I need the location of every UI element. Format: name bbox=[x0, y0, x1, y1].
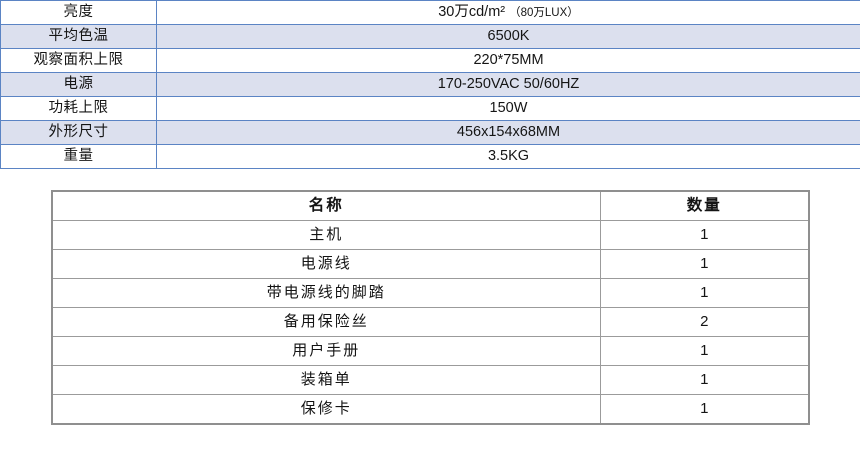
table-row: 保修卡 1 bbox=[51, 394, 810, 425]
packing-item-qty-packing-list: 1 bbox=[599, 365, 810, 395]
spec-value-brightness: 30万cd/m² （80万LUX） bbox=[156, 0, 860, 25]
table-row: 电源 170-250VAC 50/60HZ bbox=[0, 72, 860, 97]
spec-value-dimensions: 456x154x68MM bbox=[156, 120, 860, 145]
spec-value-color-temperature: 6500K bbox=[156, 24, 860, 49]
spec-label-power-consumption: 功耗上限 bbox=[0, 96, 157, 121]
spec-label-color-temperature: 平均色温 bbox=[0, 24, 157, 49]
packing-item-name-power-cord: 电源线 bbox=[51, 249, 601, 279]
spec-value-main: 30万cd/m² bbox=[438, 3, 506, 20]
specification-table-container: 亮度 30万cd/m² （80万LUX） 平均色温 6500K 观察面积上限 22… bbox=[0, 0, 860, 169]
specification-table: 亮度 30万cd/m² （80万LUX） 平均色温 6500K 观察面积上限 22… bbox=[0, 0, 860, 169]
packing-item-name-warranty-card: 保修卡 bbox=[51, 394, 601, 425]
packing-list-body: 主机 1 电源线 1 带电源线的脚踏 1 备用保险丝 2 用户手册 bbox=[51, 220, 810, 425]
table-row: 重量 3.5KG bbox=[0, 144, 860, 169]
packing-header-name: 名称 bbox=[51, 190, 601, 221]
table-row: 带电源线的脚踏 1 bbox=[51, 278, 810, 308]
packing-list-container: 名称 数量 主机 1 电源线 1 带电源线的脚踏 1 备用保 bbox=[51, 190, 810, 425]
table-header-row: 名称 数量 bbox=[51, 190, 810, 221]
spec-label-brightness: 亮度 bbox=[0, 0, 157, 25]
spec-label-dimensions: 外形尺寸 bbox=[0, 120, 157, 145]
table-row: 功耗上限 150W bbox=[0, 96, 860, 121]
table-row: 用户手册 1 bbox=[51, 336, 810, 366]
table-row: 亮度 30万cd/m² （80万LUX） bbox=[0, 0, 860, 25]
packing-item-name-packing-list: 装箱单 bbox=[51, 365, 601, 395]
spec-value-weight: 3.5KG bbox=[156, 144, 860, 169]
packing-item-name-main-unit: 主机 bbox=[51, 220, 601, 250]
packing-list-table: 名称 数量 主机 1 电源线 1 带电源线的脚踏 1 备用保 bbox=[51, 190, 810, 425]
packing-list-head: 名称 数量 bbox=[51, 190, 810, 221]
packing-item-qty-warranty-card: 1 bbox=[599, 394, 810, 425]
spec-value-power-consumption: 150W bbox=[156, 96, 860, 121]
table-row: 外形尺寸 456x154x68MM bbox=[0, 120, 860, 145]
packing-item-name-spare-fuse: 备用保险丝 bbox=[51, 307, 601, 337]
packing-item-qty-foot-pedal: 1 bbox=[599, 278, 810, 308]
packing-item-name-foot-pedal: 带电源线的脚踏 bbox=[51, 278, 601, 308]
packing-item-qty-spare-fuse: 2 bbox=[599, 307, 810, 337]
table-row: 观察面积上限 220*75MM bbox=[0, 48, 860, 73]
spec-value-note: （80万LUX） bbox=[509, 6, 579, 19]
spec-label-view-area: 观察面积上限 bbox=[0, 48, 157, 73]
packing-item-qty-power-cord: 1 bbox=[599, 249, 810, 279]
table-row: 备用保险丝 2 bbox=[51, 307, 810, 337]
table-row: 装箱单 1 bbox=[51, 365, 810, 395]
table-row: 主机 1 bbox=[51, 220, 810, 250]
specification-table-body: 亮度 30万cd/m² （80万LUX） 平均色温 6500K 观察面积上限 22… bbox=[0, 0, 860, 169]
spec-label-power-supply: 电源 bbox=[0, 72, 157, 97]
spec-label-weight: 重量 bbox=[0, 144, 157, 169]
spec-value-view-area: 220*75MM bbox=[156, 48, 860, 73]
spec-value-power-supply: 170-250VAC 50/60HZ bbox=[156, 72, 860, 97]
table-row: 平均色温 6500K bbox=[0, 24, 860, 49]
packing-item-qty-main-unit: 1 bbox=[599, 220, 810, 250]
table-row: 电源线 1 bbox=[51, 249, 810, 279]
packing-item-qty-user-manual: 1 bbox=[599, 336, 810, 366]
packing-header-qty: 数量 bbox=[599, 190, 810, 221]
packing-item-name-user-manual: 用户手册 bbox=[51, 336, 601, 366]
